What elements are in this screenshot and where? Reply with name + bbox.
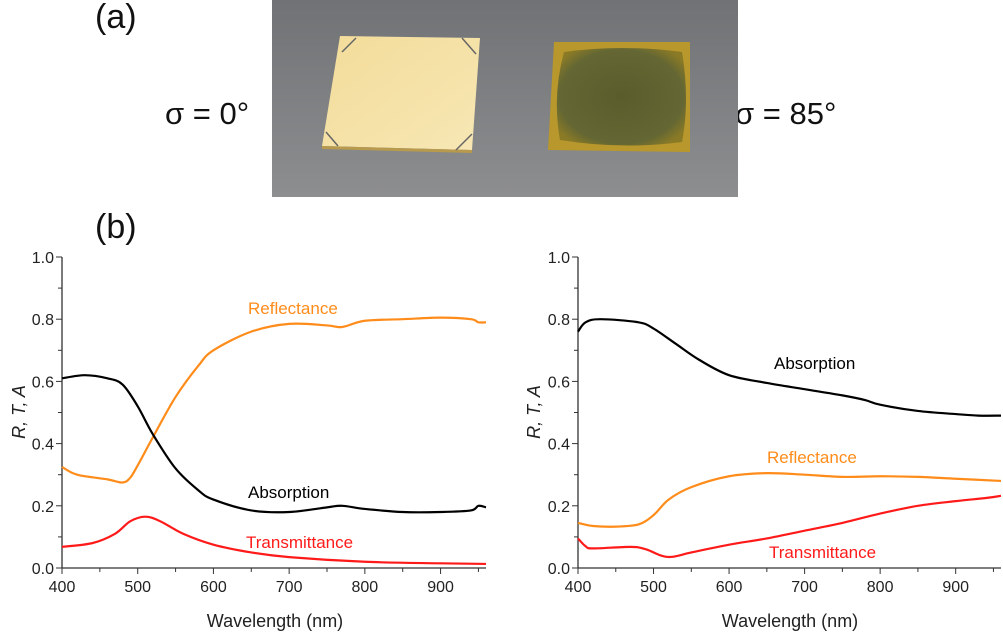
x-tick-label: 400: [565, 579, 592, 596]
sample-photo: [272, 0, 738, 197]
x-tick-label: 500: [124, 579, 151, 596]
panel-a-label: (a): [95, 0, 137, 36]
reflectance-annotation: Reflectance: [767, 448, 857, 467]
y-tick-label: 0.0: [548, 561, 570, 578]
x-tick-label: 900: [942, 579, 969, 596]
y-tick-label: 0.6: [548, 374, 570, 391]
y-tick-label: 0.8: [32, 312, 54, 329]
absorption-line: [61, 374, 487, 514]
transmittance-annotation: Transmittance: [769, 543, 876, 562]
chart-1: 400 500 600 700 800 900 0.0 0.2 0.4 0.6 0.8 1.0 Wave…: [9, 250, 487, 631]
y-tick-label: 0.8: [548, 312, 570, 329]
y-tick-label: 1.0: [548, 250, 570, 267]
x-tick-label: 500: [640, 579, 667, 596]
reflectance-annotation: Reflectance: [248, 299, 338, 318]
plate-sigma-85: [548, 42, 690, 152]
x-axis-label: Wavelength (nm): [207, 611, 343, 631]
x-tick-label: 800: [867, 579, 894, 596]
absorption-line: [577, 318, 1002, 417]
y-tick-label: 0.2: [32, 499, 54, 516]
transmittance-line: [61, 515, 487, 566]
y-tick-label: 0.4: [32, 437, 54, 454]
chart-2: 400 500 600 700 800 900 0.0 0.2 0.4 0.6 0.8 1.0 Wave…: [524, 250, 1002, 631]
reflectance-line: [577, 472, 1002, 528]
y-tick-label: 0.4: [548, 437, 570, 454]
absorption-annotation: Absorption: [774, 354, 855, 373]
y-tick-label: 0.0: [32, 561, 54, 578]
sigma-right-label: σ = 85°: [735, 96, 837, 131]
sigma-left-label: σ = 0°: [165, 96, 250, 131]
y-tick-label: 1.0: [32, 250, 54, 267]
x-axis-label: Wavelength (nm): [722, 611, 858, 631]
x-tick-label: 600: [200, 579, 227, 596]
x-tick-label: 900: [427, 579, 454, 596]
panel-b-label: (b): [95, 208, 137, 246]
y-tick-label: 0.2: [548, 499, 570, 516]
transmittance-line: [577, 494, 1002, 559]
reflectance-line: [61, 316, 487, 484]
x-tick-label: 700: [276, 579, 303, 596]
y-tick-label: 0.6: [32, 374, 54, 391]
y-axis-label: R, T, A: [9, 385, 29, 439]
x-tick-label: 700: [791, 579, 818, 596]
y-axis-label: R, T, A: [524, 385, 544, 439]
x-tick-label: 600: [716, 579, 743, 596]
x-tick-label: 800: [352, 579, 379, 596]
absorption-annotation: Absorption: [248, 483, 329, 502]
transmittance-annotation: Transmittance: [246, 533, 353, 552]
x-tick-label: 400: [49, 579, 76, 596]
plate-sigma-0: [322, 36, 480, 153]
